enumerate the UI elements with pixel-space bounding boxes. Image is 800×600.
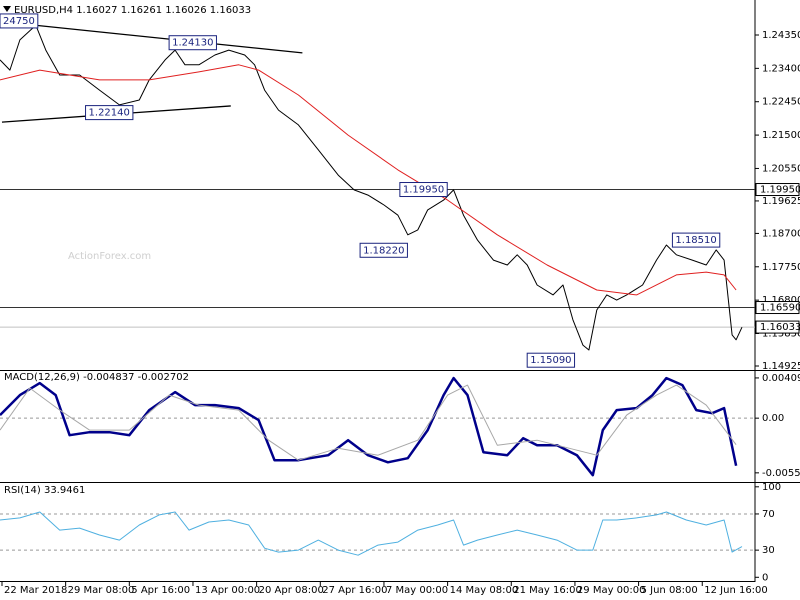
- annotation-box: [671, 232, 721, 248]
- panel: [0, 21, 755, 328]
- price-label-box: [755, 320, 800, 334]
- panel-title: EURUSD,H4 1.16027 1.16261 1.16026 1.1603…: [14, 5, 251, 16]
- series-line: [0, 24, 743, 351]
- y-tick-label: 1.18700: [762, 228, 800, 239]
- series-line: [0, 511, 743, 556]
- annotation-label: 1.24130: [172, 38, 213, 49]
- y-tick-label: 1.19625: [762, 196, 800, 207]
- annotation-label: 24750: [3, 16, 35, 27]
- y-tick-label: 0: [762, 572, 768, 583]
- panel-title: RSI(14) 33.9461: [4, 485, 85, 496]
- x-tick-label: 13 Apr 00:00: [195, 585, 260, 596]
- annotation-box: [526, 352, 576, 368]
- y-tick-label: 1.17750: [762, 262, 800, 273]
- annotation-label: 1.15090: [530, 355, 571, 366]
- y-tick-label: 1.24350: [762, 30, 800, 41]
- y-tick-label: 100: [762, 482, 781, 493]
- y-tick-label: 30: [762, 545, 775, 556]
- series-line: [0, 376, 738, 477]
- x-tick-label: 14 May 08:00: [450, 585, 519, 596]
- menu-icon[interactable]: [3, 6, 11, 12]
- y-tick-label: 70: [762, 509, 775, 520]
- watermark: ActionForex.com: [68, 251, 151, 262]
- annotation-box: [399, 182, 448, 198]
- panel-title: MACD(12,26,9) -0.004837 -0.002702: [4, 372, 189, 383]
- y-tick-label: 1.14925: [762, 361, 800, 372]
- x-tick-label: 27 Apr 16:00: [322, 585, 387, 596]
- x-tick-label: 5 Apr 16:00: [131, 585, 190, 596]
- series-line: [0, 64, 737, 296]
- annotation-label: 1.19950: [403, 185, 444, 196]
- annotation-label: 1.18510: [675, 235, 716, 246]
- annotation-box: [0, 13, 39, 29]
- x-tick-label: 5 Jun 08:00: [641, 585, 698, 596]
- annotation-label: 1.22140: [89, 108, 130, 119]
- x-tick-label: 12 Jun 16:00: [704, 585, 768, 596]
- x-tick-label: 22 Mar 2018: [4, 585, 67, 596]
- y-tick-label: 1.16800: [762, 295, 800, 306]
- annotation-box: [168, 35, 217, 51]
- price-label: 1.16033: [760, 322, 800, 333]
- trend-line: [3, 21, 303, 54]
- x-tick-label: 29 May 00:00: [577, 585, 646, 596]
- price-label: 1.19950: [760, 185, 800, 196]
- y-tick-label: -0.005568: [762, 468, 800, 479]
- y-tick-label: 1.23400: [762, 63, 800, 74]
- y-tick-label: 1.20550: [762, 163, 800, 174]
- y-tick-label: 1.22450: [762, 97, 800, 108]
- price-label: 1.16590: [760, 303, 800, 314]
- annotation-label: 1.18220: [363, 245, 404, 256]
- annotation-box: [359, 242, 408, 258]
- annotation-box: [85, 105, 134, 121]
- x-tick-label: 21 May 16:00: [513, 585, 582, 596]
- y-tick-label: 0.004096: [762, 373, 800, 384]
- y-tick-label: 0.00: [762, 413, 784, 424]
- price-label-box: [755, 301, 800, 315]
- y-tick-label: 1.21500: [762, 130, 800, 141]
- x-tick-label: 29 Mar 08:00: [68, 585, 135, 596]
- price-label-box: [755, 183, 800, 197]
- series-line: [0, 384, 737, 461]
- y-tick-label: 1.15850: [762, 329, 800, 340]
- x-tick-label: 20 Apr 08:00: [259, 585, 324, 596]
- x-tick-label: 7 May 00:00: [386, 585, 448, 596]
